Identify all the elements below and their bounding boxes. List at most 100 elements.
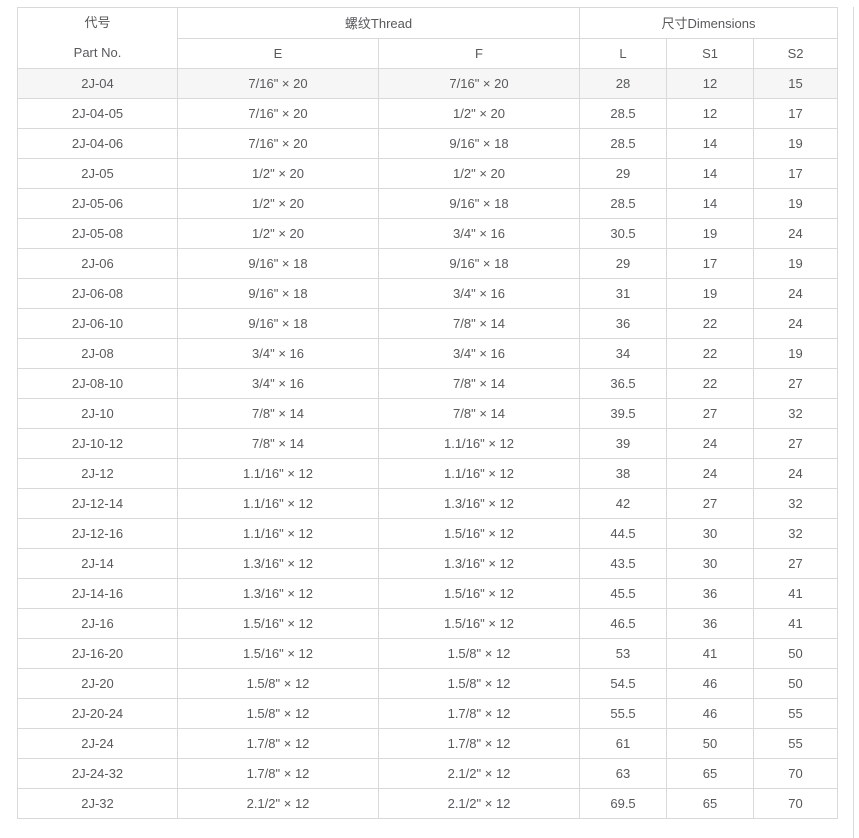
dim-l-cell: 45.5 xyxy=(579,578,668,609)
part-no-cell: 2J-06-10 xyxy=(17,308,178,339)
table-body: 2J-04 7/16" × 20 7/16" × 20 28 12 15 2J-… xyxy=(17,68,839,819)
dim-s1-cell: 30 xyxy=(666,518,755,549)
dim-l-cell: 36.5 xyxy=(579,368,668,399)
part-no-cell: 2J-08-10 xyxy=(17,368,178,399)
dim-l-cell: 54.5 xyxy=(579,668,668,699)
part-no-cell: 2J-24 xyxy=(17,728,178,759)
dim-l-cell: 34 xyxy=(579,338,668,369)
table-row: 2J-14-16 1.3/16" × 12 1.5/16" × 12 45.5 … xyxy=(17,578,839,609)
header-col-l: L xyxy=(579,37,668,69)
dim-s2-cell: 27 xyxy=(753,368,839,399)
dim-s2-cell: 50 xyxy=(753,668,839,699)
thread-e-cell: 9/16" × 18 xyxy=(177,278,379,309)
table-row: 2J-10-12 7/8" × 14 1.1/16" × 12 39 24 27 xyxy=(17,428,839,459)
table-row: 2J-20 1.5/8" × 12 1.5/8" × 12 54.5 46 50 xyxy=(17,668,839,699)
dim-s1-cell: 22 xyxy=(666,338,755,369)
dim-s1-cell: 46 xyxy=(666,698,755,729)
dim-s1-cell: 24 xyxy=(666,428,755,459)
thread-e-cell: 9/16" × 18 xyxy=(177,308,379,339)
dim-l-cell: 42 xyxy=(579,488,668,519)
part-no-cell: 2J-05 xyxy=(17,158,178,189)
part-no-cell: 2J-20-24 xyxy=(17,698,178,729)
dim-s2-cell: 15 xyxy=(753,68,839,99)
thread-f-cell: 1.3/16" × 12 xyxy=(377,488,581,519)
thread-f-cell: 1.5/16" × 12 xyxy=(377,578,581,609)
table-row: 2J-32 2.1/2" × 12 2.1/2" × 12 69.5 65 70 xyxy=(17,788,839,819)
header-row-columns: E F L S1 S2 xyxy=(18,37,839,69)
table-row: 2J-16-20 1.5/16" × 12 1.5/8" × 12 53 41 … xyxy=(17,638,839,669)
dim-s1-cell: 27 xyxy=(666,488,755,519)
dim-s2-cell: 41 xyxy=(753,578,839,609)
dim-s2-cell: 24 xyxy=(753,308,839,339)
header-col-s2: S2 xyxy=(753,37,839,69)
thread-e-cell: 7/16" × 20 xyxy=(177,128,379,159)
thread-e-cell: 1.1/16" × 12 xyxy=(177,518,379,549)
table-row: 2J-14 1.3/16" × 12 1.3/16" × 12 43.5 30 … xyxy=(17,548,839,579)
part-no-cell: 2J-05-06 xyxy=(17,188,178,219)
thread-f-cell: 3/4" × 16 xyxy=(377,278,581,309)
dim-l-cell: 55.5 xyxy=(579,698,668,729)
dim-l-cell: 53 xyxy=(579,638,668,669)
thread-f-cell: 1/2" × 20 xyxy=(377,158,581,189)
dim-l-cell: 44.5 xyxy=(579,518,668,549)
dim-s2-cell: 70 xyxy=(753,788,839,819)
part-no-cell: 2J-12 xyxy=(17,458,178,489)
dim-l-cell: 36 xyxy=(579,308,668,339)
thread-f-cell: 2.1/2" × 12 xyxy=(377,758,581,789)
dim-s2-cell: 50 xyxy=(753,638,839,669)
dim-s2-cell: 19 xyxy=(753,128,839,159)
part-no-cell: 2J-06 xyxy=(17,248,178,279)
thread-e-cell: 1/2" × 20 xyxy=(177,188,379,219)
thread-e-cell: 7/8" × 14 xyxy=(177,428,379,459)
header-dimensions-group: 尺寸Dimensions xyxy=(579,7,839,39)
dim-l-cell: 39.5 xyxy=(579,398,668,429)
part-no-cell: 2J-10 xyxy=(17,398,178,429)
part-no-cell: 2J-04-06 xyxy=(17,128,178,159)
table-row: 2J-16 1.5/16" × 12 1.5/16" × 12 46.5 36 … xyxy=(17,608,839,639)
thread-e-cell: 1.5/8" × 12 xyxy=(177,698,379,729)
thread-f-cell: 9/16" × 18 xyxy=(377,248,581,279)
table-row: 2J-10 7/8" × 14 7/8" × 14 39.5 27 32 xyxy=(17,398,839,429)
table-row: 2J-12-14 1.1/16" × 12 1.3/16" × 12 42 27… xyxy=(17,488,839,519)
dim-s1-cell: 30 xyxy=(666,548,755,579)
part-no-cell: 2J-06-08 xyxy=(17,278,178,309)
thread-f-cell: 7/8" × 14 xyxy=(377,308,581,339)
part-no-cell: 2J-16 xyxy=(17,608,178,639)
dim-l-cell: 69.5 xyxy=(579,788,668,819)
page-right-border xyxy=(853,7,854,838)
dim-s1-cell: 17 xyxy=(666,248,755,279)
part-no-cell: 2J-08 xyxy=(17,338,178,369)
table-row: 2J-12-16 1.1/16" × 12 1.5/16" × 12 44.5 … xyxy=(17,518,839,549)
table-row: 2J-05 1/2" × 20 1/2" × 20 29 14 17 xyxy=(17,158,839,189)
table-row: 2J-04-06 7/16" × 20 9/16" × 18 28.5 14 1… xyxy=(17,128,839,159)
dim-l-cell: 28 xyxy=(579,68,668,99)
part-no-cell: 2J-12-14 xyxy=(17,488,178,519)
thread-e-cell: 3/4" × 16 xyxy=(177,368,379,399)
thread-f-cell: 7/16" × 20 xyxy=(377,68,581,99)
thread-f-cell: 1.5/8" × 12 xyxy=(377,638,581,669)
part-no-cell: 2J-14-16 xyxy=(17,578,178,609)
part-no-cell: 2J-20 xyxy=(17,668,178,699)
table-row: 2J-06-10 9/16" × 18 7/8" × 14 36 22 24 xyxy=(17,308,839,339)
dim-s1-cell: 19 xyxy=(666,278,755,309)
dim-l-cell: 46.5 xyxy=(579,608,668,639)
dim-s2-cell: 24 xyxy=(753,278,839,309)
dim-s1-cell: 27 xyxy=(666,398,755,429)
dim-s2-cell: 27 xyxy=(753,548,839,579)
dim-s2-cell: 32 xyxy=(753,518,839,549)
part-no-cell: 2J-10-12 xyxy=(17,428,178,459)
thread-e-cell: 1/2" × 20 xyxy=(177,218,379,249)
thread-f-cell: 1.7/8" × 12 xyxy=(377,728,581,759)
dim-l-cell: 28.5 xyxy=(579,128,668,159)
thread-e-cell: 7/8" × 14 xyxy=(177,398,379,429)
part-no-cell: 2J-14 xyxy=(17,548,178,579)
dim-s2-cell: 55 xyxy=(753,728,839,759)
header-row-groups: 代号 Part No. 螺纹Thread 尺寸Dimensions xyxy=(17,7,839,69)
dim-s2-cell: 27 xyxy=(753,428,839,459)
header-part-no-en: Part No. xyxy=(73,45,122,60)
dim-s1-cell: 46 xyxy=(666,668,755,699)
dim-s1-cell: 41 xyxy=(666,638,755,669)
part-no-cell: 2J-04 xyxy=(17,68,178,99)
thread-f-cell: 1.1/16" × 12 xyxy=(377,458,581,489)
header-thread-group: 螺纹Thread xyxy=(176,7,581,39)
